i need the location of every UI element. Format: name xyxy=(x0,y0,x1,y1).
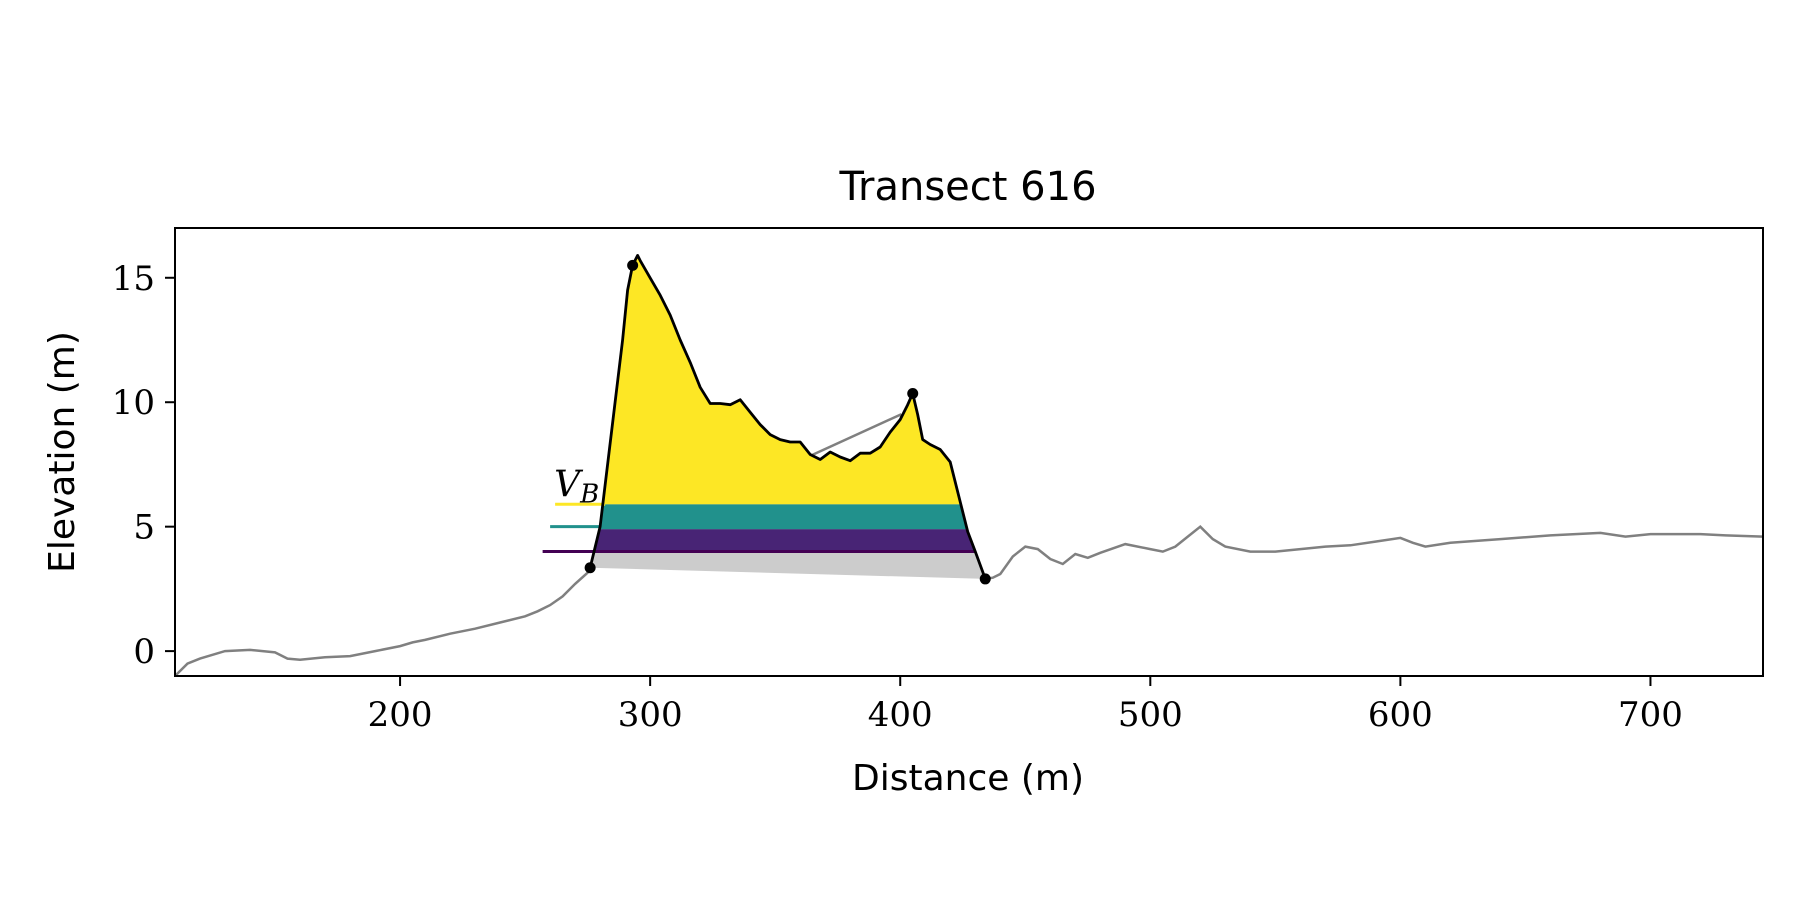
chart-title: Transect 616 xyxy=(838,164,1096,210)
dune-outline xyxy=(588,254,987,580)
profile-line xyxy=(175,413,1763,676)
x-axis: 200 300 400 500 600 700 xyxy=(368,676,1683,735)
y-tick-label-5: 5 xyxy=(133,508,155,548)
marker-2 xyxy=(907,388,919,400)
plot-area: VB xyxy=(175,254,1763,676)
y-axis-label: Elevation (m) xyxy=(42,331,83,573)
y-axis: 0 5 10 15 xyxy=(112,259,175,672)
dune-bands xyxy=(590,255,986,579)
x-axis-label: Distance (m) xyxy=(852,758,1084,799)
band-mid xyxy=(590,504,986,530)
y-tick-label-15: 15 xyxy=(112,259,155,299)
vb-label: VB xyxy=(554,464,599,509)
marker-0 xyxy=(584,562,596,574)
marker-3 xyxy=(979,573,991,585)
x-tick-label-700: 700 xyxy=(1618,695,1683,735)
band-low xyxy=(590,529,986,552)
y-tick-label-0: 0 xyxy=(133,632,155,672)
x-tick-label-500: 500 xyxy=(1118,695,1183,735)
plot-frame xyxy=(174,227,1764,677)
marker-1 xyxy=(627,259,639,271)
x-tick-label-200: 200 xyxy=(368,695,433,735)
x-tick-label-300: 300 xyxy=(618,695,683,735)
x-tick-label-400: 400 xyxy=(868,695,933,735)
x-tick-label-600: 600 xyxy=(1368,695,1433,735)
y-tick-label-10: 10 xyxy=(112,383,155,423)
